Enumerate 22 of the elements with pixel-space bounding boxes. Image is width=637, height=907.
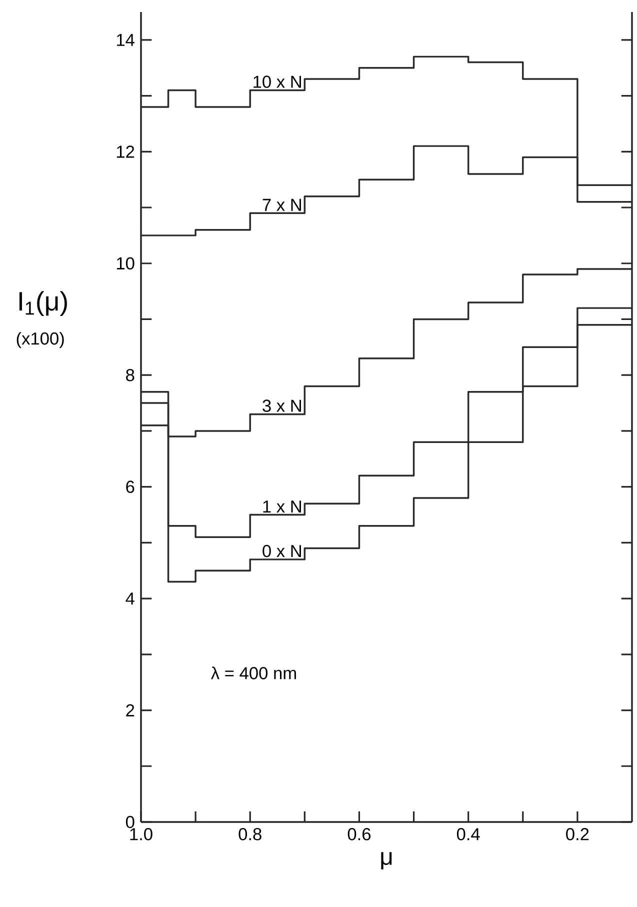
x-tick-label: 0.8 bbox=[238, 828, 262, 840]
x-tick-label: 1.0 bbox=[130, 828, 152, 840]
y-tick-label: 14 bbox=[116, 34, 134, 46]
y-tick-label: 12 bbox=[116, 146, 134, 158]
y-tick-label: 8 bbox=[126, 368, 134, 382]
series-label: 1 x N bbox=[263, 500, 301, 512]
x-tick-label: 0.4 bbox=[456, 828, 480, 840]
y-tick-label: 0 bbox=[126, 816, 134, 828]
x-axis-title: μ bbox=[381, 852, 392, 870]
series-label: 7 x N bbox=[262, 198, 301, 211]
y-tick-label: 4 bbox=[126, 592, 134, 605]
annotation: λ = 400 nm bbox=[210, 666, 296, 680]
series-label: 3 x N bbox=[262, 400, 301, 412]
x-tick-label: 0.6 bbox=[348, 828, 371, 840]
y-tick-label: 2 bbox=[126, 704, 134, 716]
series-label: 0 x N bbox=[262, 544, 301, 558]
text: (x100) bbox=[16, 332, 64, 348]
y-axis-title: I$_{1}$(μ) bbox=[19, 291, 67, 316]
y-tick-label: 10 bbox=[116, 257, 134, 270]
y-tick-label: 6 bbox=[126, 480, 134, 493]
x-tick-label: 0.2 bbox=[566, 828, 589, 840]
series-label: 10 x N bbox=[254, 76, 301, 88]
